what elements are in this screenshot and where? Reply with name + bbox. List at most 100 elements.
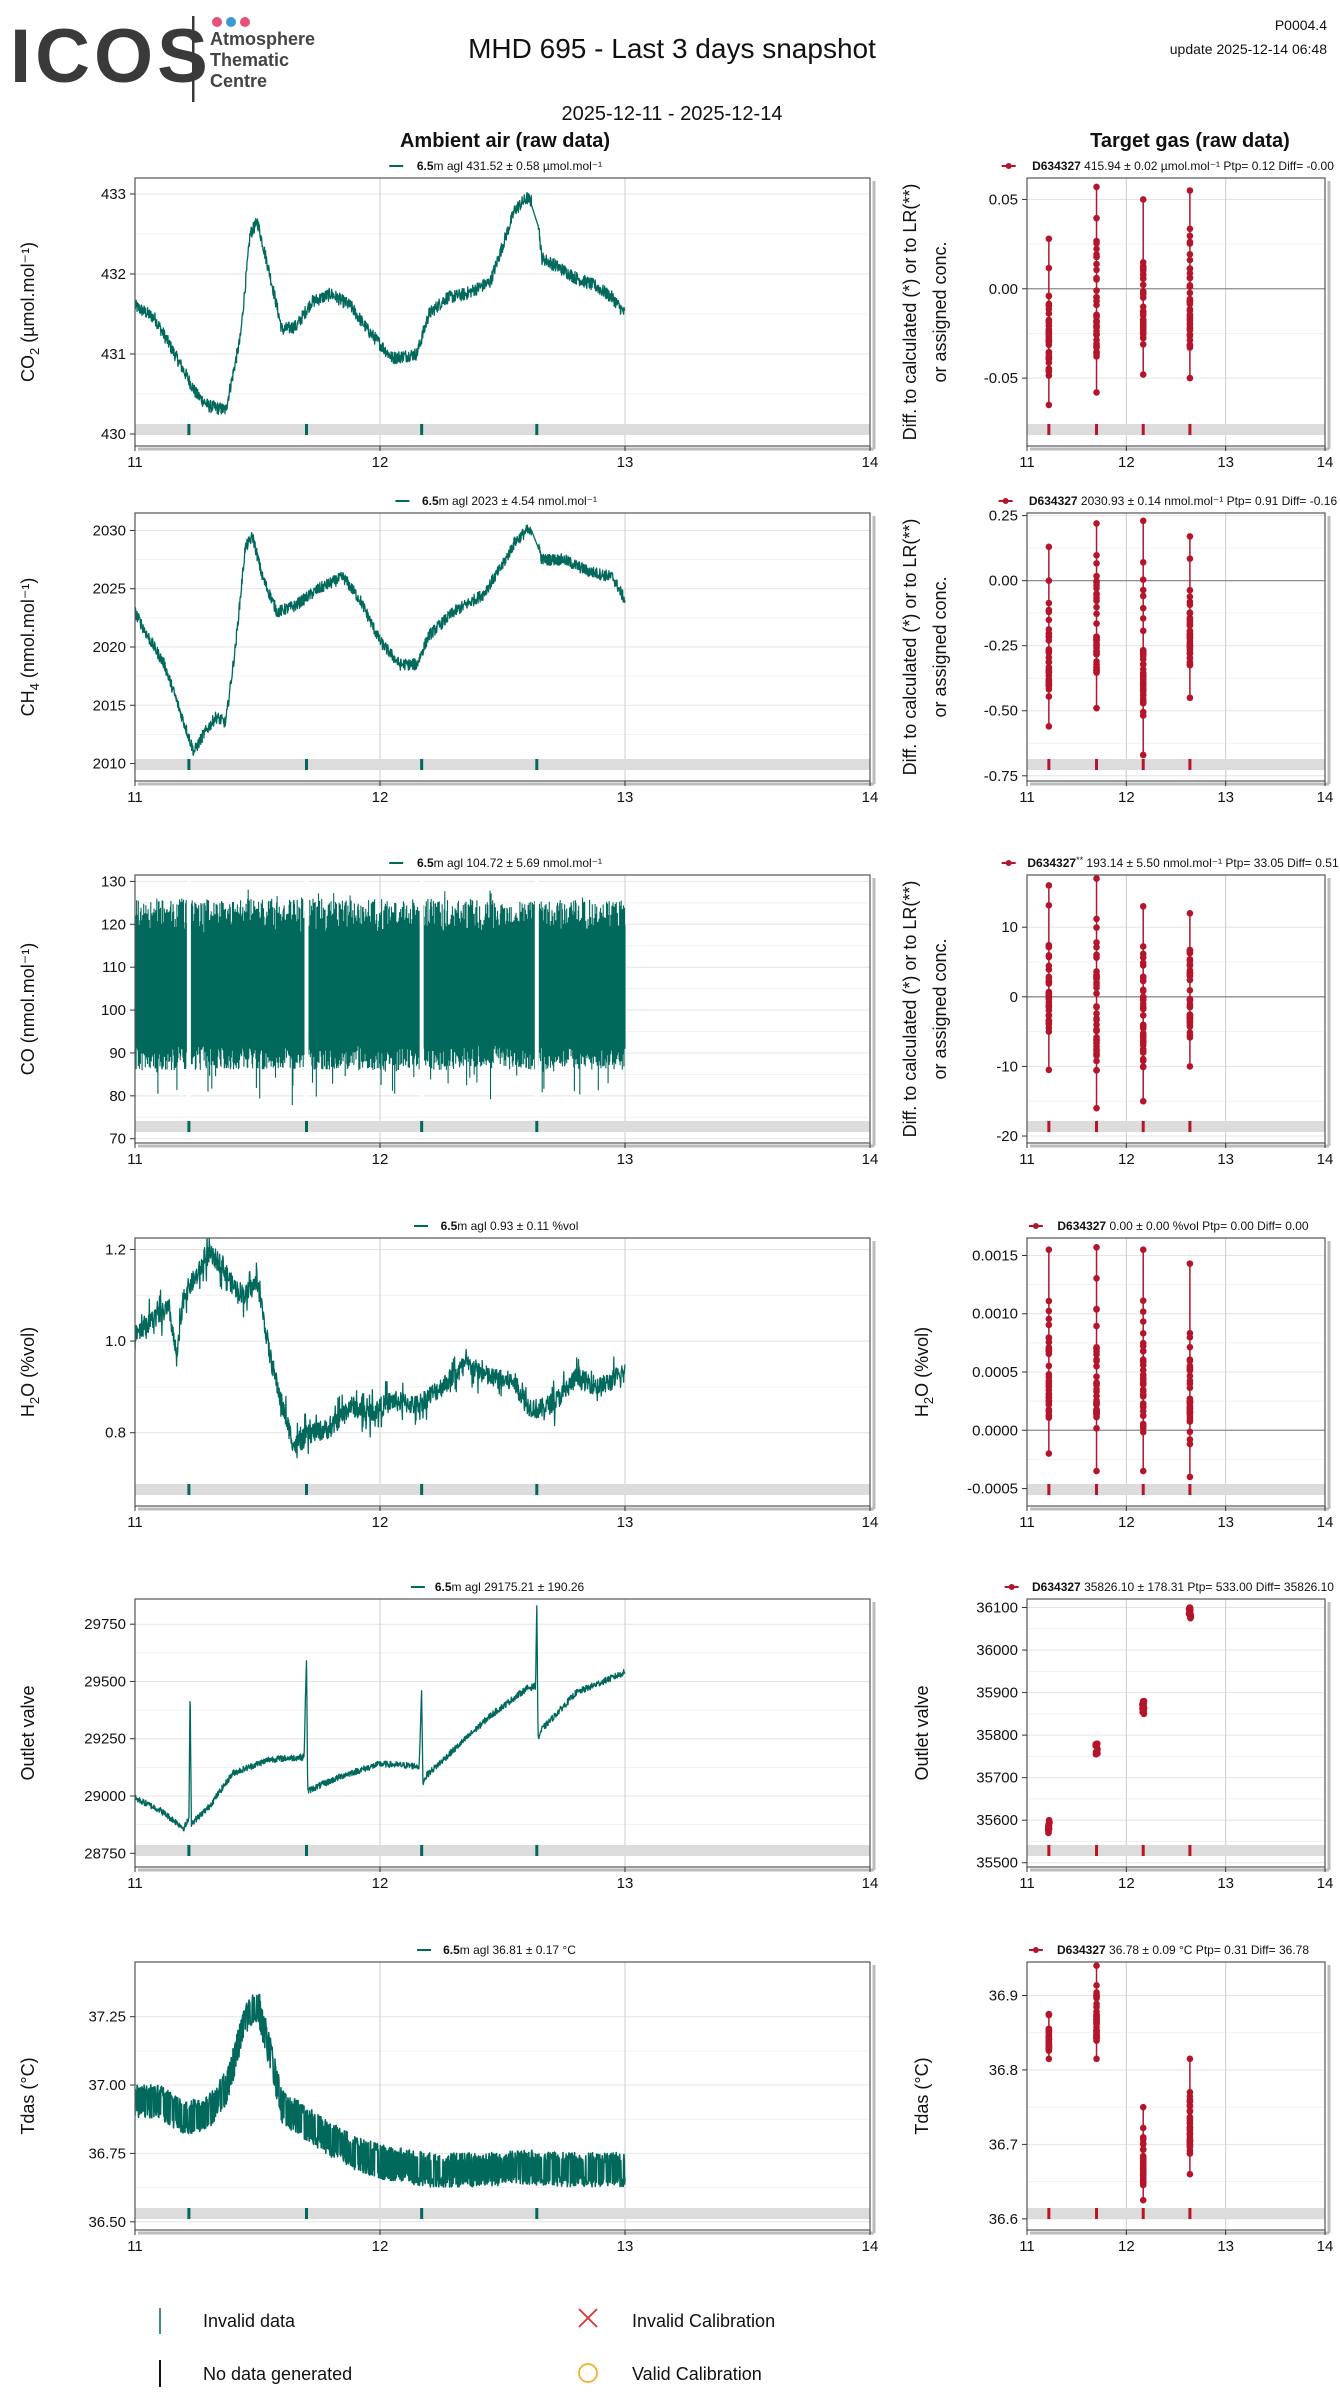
target-data-point xyxy=(1093,1351,1100,1358)
y-tick-label: 36.50 xyxy=(88,2214,126,2231)
target-data-point xyxy=(1093,1016,1100,1024)
target-data-point xyxy=(1093,276,1100,283)
co2-signal-line xyxy=(135,191,626,416)
target-data-point xyxy=(1093,1362,1100,1370)
y-tick-label: 90 xyxy=(109,1045,126,1062)
target-data-point xyxy=(1093,939,1100,946)
target-data-point xyxy=(1186,2142,1194,2150)
co-target-chart: -20 -10 0 10 11 12 13 14 D634327** 193.14 ± 5.50… xyxy=(900,855,1339,1168)
y-axis-label-main: H xyxy=(18,1404,38,1417)
plot-content xyxy=(1045,875,1194,1112)
target-data-point xyxy=(1093,1104,1100,1112)
series-legend: 6.5m agl 2023 ± 4.54 nmol.mol⁻¹ xyxy=(395,494,597,508)
invalid-data-mark xyxy=(535,2208,539,2219)
x-tick-label: 12 xyxy=(1118,2238,1135,2255)
series-legend-bold: D634327 xyxy=(1029,494,1078,508)
x-tick-label: 14 xyxy=(862,789,879,806)
target-data-point xyxy=(1045,675,1053,683)
target-data-point xyxy=(1139,615,1147,622)
target-data-point xyxy=(1139,294,1147,301)
target-data-point xyxy=(1186,289,1194,297)
target-data-point xyxy=(1093,610,1100,618)
target-data-point xyxy=(1093,1467,1100,1475)
invalid-data-mark xyxy=(305,759,308,770)
y-axis-label-main: Tdas (°C) xyxy=(912,2057,932,2134)
target-data-point xyxy=(1186,1418,1194,1425)
target-data-point xyxy=(1139,650,1147,658)
target-data-point xyxy=(1139,2141,1147,2148)
target-data-point xyxy=(1139,1356,1147,1363)
target-data-point xyxy=(1186,598,1194,606)
target-data-point xyxy=(1139,2155,1147,2162)
x-tick-label: 13 xyxy=(617,454,634,471)
target-column-title: Target gas (raw data) xyxy=(1090,130,1290,152)
plot-area xyxy=(1027,1599,1325,1867)
target-data-point xyxy=(1186,1343,1194,1351)
x-tick-label: 14 xyxy=(1317,789,1334,806)
target-data-point xyxy=(1139,334,1147,342)
target-data-point xyxy=(1139,1381,1147,1388)
target-data-point xyxy=(1045,974,1053,982)
outlet-target-chart: 35500 35600 35700 35800 35900 36000 36100 11 12 1… xyxy=(912,1580,1334,1892)
y-tick-label: 35700 xyxy=(976,1770,1018,1787)
plot-area xyxy=(1027,1962,1325,2230)
series-legend-value: 35826.10 ± 178.31 Ptp= 533.00 Diff= 3582… xyxy=(1081,1580,1335,1594)
y-axis-label: Diff. to calculated (*) or to LR(**) xyxy=(900,184,920,441)
x-tick-label: 11 xyxy=(127,1875,143,1892)
target-data-point xyxy=(1045,1816,1053,1824)
y-tick-label: -0.50 xyxy=(984,703,1018,720)
target-data-point xyxy=(1093,551,1100,559)
series-legend-text: D634327 415.94 ± 0.02 µmol.mol⁻¹ Ptp= 0.… xyxy=(1032,159,1334,173)
y-tick-label: 36100 xyxy=(976,1600,1018,1617)
invalid-data-mark xyxy=(535,424,539,435)
x-tick-label: 11 xyxy=(1019,789,1035,806)
target-data-point xyxy=(1093,1962,1100,1970)
target-data-point xyxy=(1186,996,1194,1003)
target-data-point xyxy=(1093,331,1100,339)
target-data-point xyxy=(1186,2096,1194,2104)
target-data-point xyxy=(1139,1361,1147,1369)
target-data-point xyxy=(1045,1371,1053,1378)
plot-frame xyxy=(134,1961,871,2231)
target-data-point xyxy=(1045,988,1053,996)
y-tick-label: 36.9 xyxy=(989,1988,1018,2005)
target-data-point xyxy=(1186,306,1194,313)
target-data-point xyxy=(1186,962,1194,969)
target-data-point xyxy=(1093,1424,1100,1432)
target-data-point xyxy=(1139,262,1147,270)
target-data-point xyxy=(1186,638,1194,645)
target-data-point xyxy=(1045,1066,1053,1074)
y-tick-label: 80 xyxy=(109,1088,126,1105)
series-legend-bold: 6.5 xyxy=(417,856,434,870)
target-data-point xyxy=(1186,1473,1194,1481)
target-data-point xyxy=(1139,2103,1147,2111)
target-data-point xyxy=(1186,1001,1194,1008)
target-data-point xyxy=(1186,1384,1194,1392)
target-data-point xyxy=(1139,288,1147,295)
target-data-point xyxy=(1093,1392,1100,1400)
series-legend-bold: 6.5 xyxy=(422,494,439,508)
series-legend-text: 6.5m agl 29175.21 ± 190.26 xyxy=(435,1580,585,1594)
y-axis-label: CH4 (nmol.mol⁻¹) xyxy=(18,578,42,717)
series-legend-text: D634327 0.00 ± 0.00 %vol Ptp= 0.00 Diff=… xyxy=(1057,1219,1309,1233)
series-legend: D634327** 193.14 ± 5.50 nmol.mol⁻¹ Ptp= … xyxy=(1001,855,1339,870)
invalid-data-mark xyxy=(535,1484,539,1495)
target-data-point xyxy=(1139,627,1147,635)
target-data-point xyxy=(1186,1063,1194,1070)
target-data-point xyxy=(1045,2055,1053,2063)
target-data-point xyxy=(1093,1380,1100,1388)
logo-dot xyxy=(212,17,222,27)
series-legend-bold: 6.5 xyxy=(417,159,434,173)
h2o-target-chart: -0.0005 0.0000 0.0005 0.0010 0.0015 11 12 13 14 D… xyxy=(912,1219,1333,1531)
series-legend: 6.5m agl 29175.21 ± 190.26 xyxy=(410,1580,585,1594)
y-tick-label: -20 xyxy=(996,1128,1018,1145)
target-data-point xyxy=(1186,315,1194,322)
y-tick-label: 433 xyxy=(101,186,126,203)
invalid-data-mark xyxy=(1188,1121,1192,1132)
invalid-data-mark xyxy=(1095,1845,1099,1856)
target-data-point xyxy=(1186,2137,1194,2144)
target-data-point xyxy=(1045,2028,1053,2036)
target-data-point xyxy=(1139,1057,1147,1065)
target-data-point xyxy=(1093,287,1100,294)
plot-content xyxy=(1045,1962,1194,2204)
